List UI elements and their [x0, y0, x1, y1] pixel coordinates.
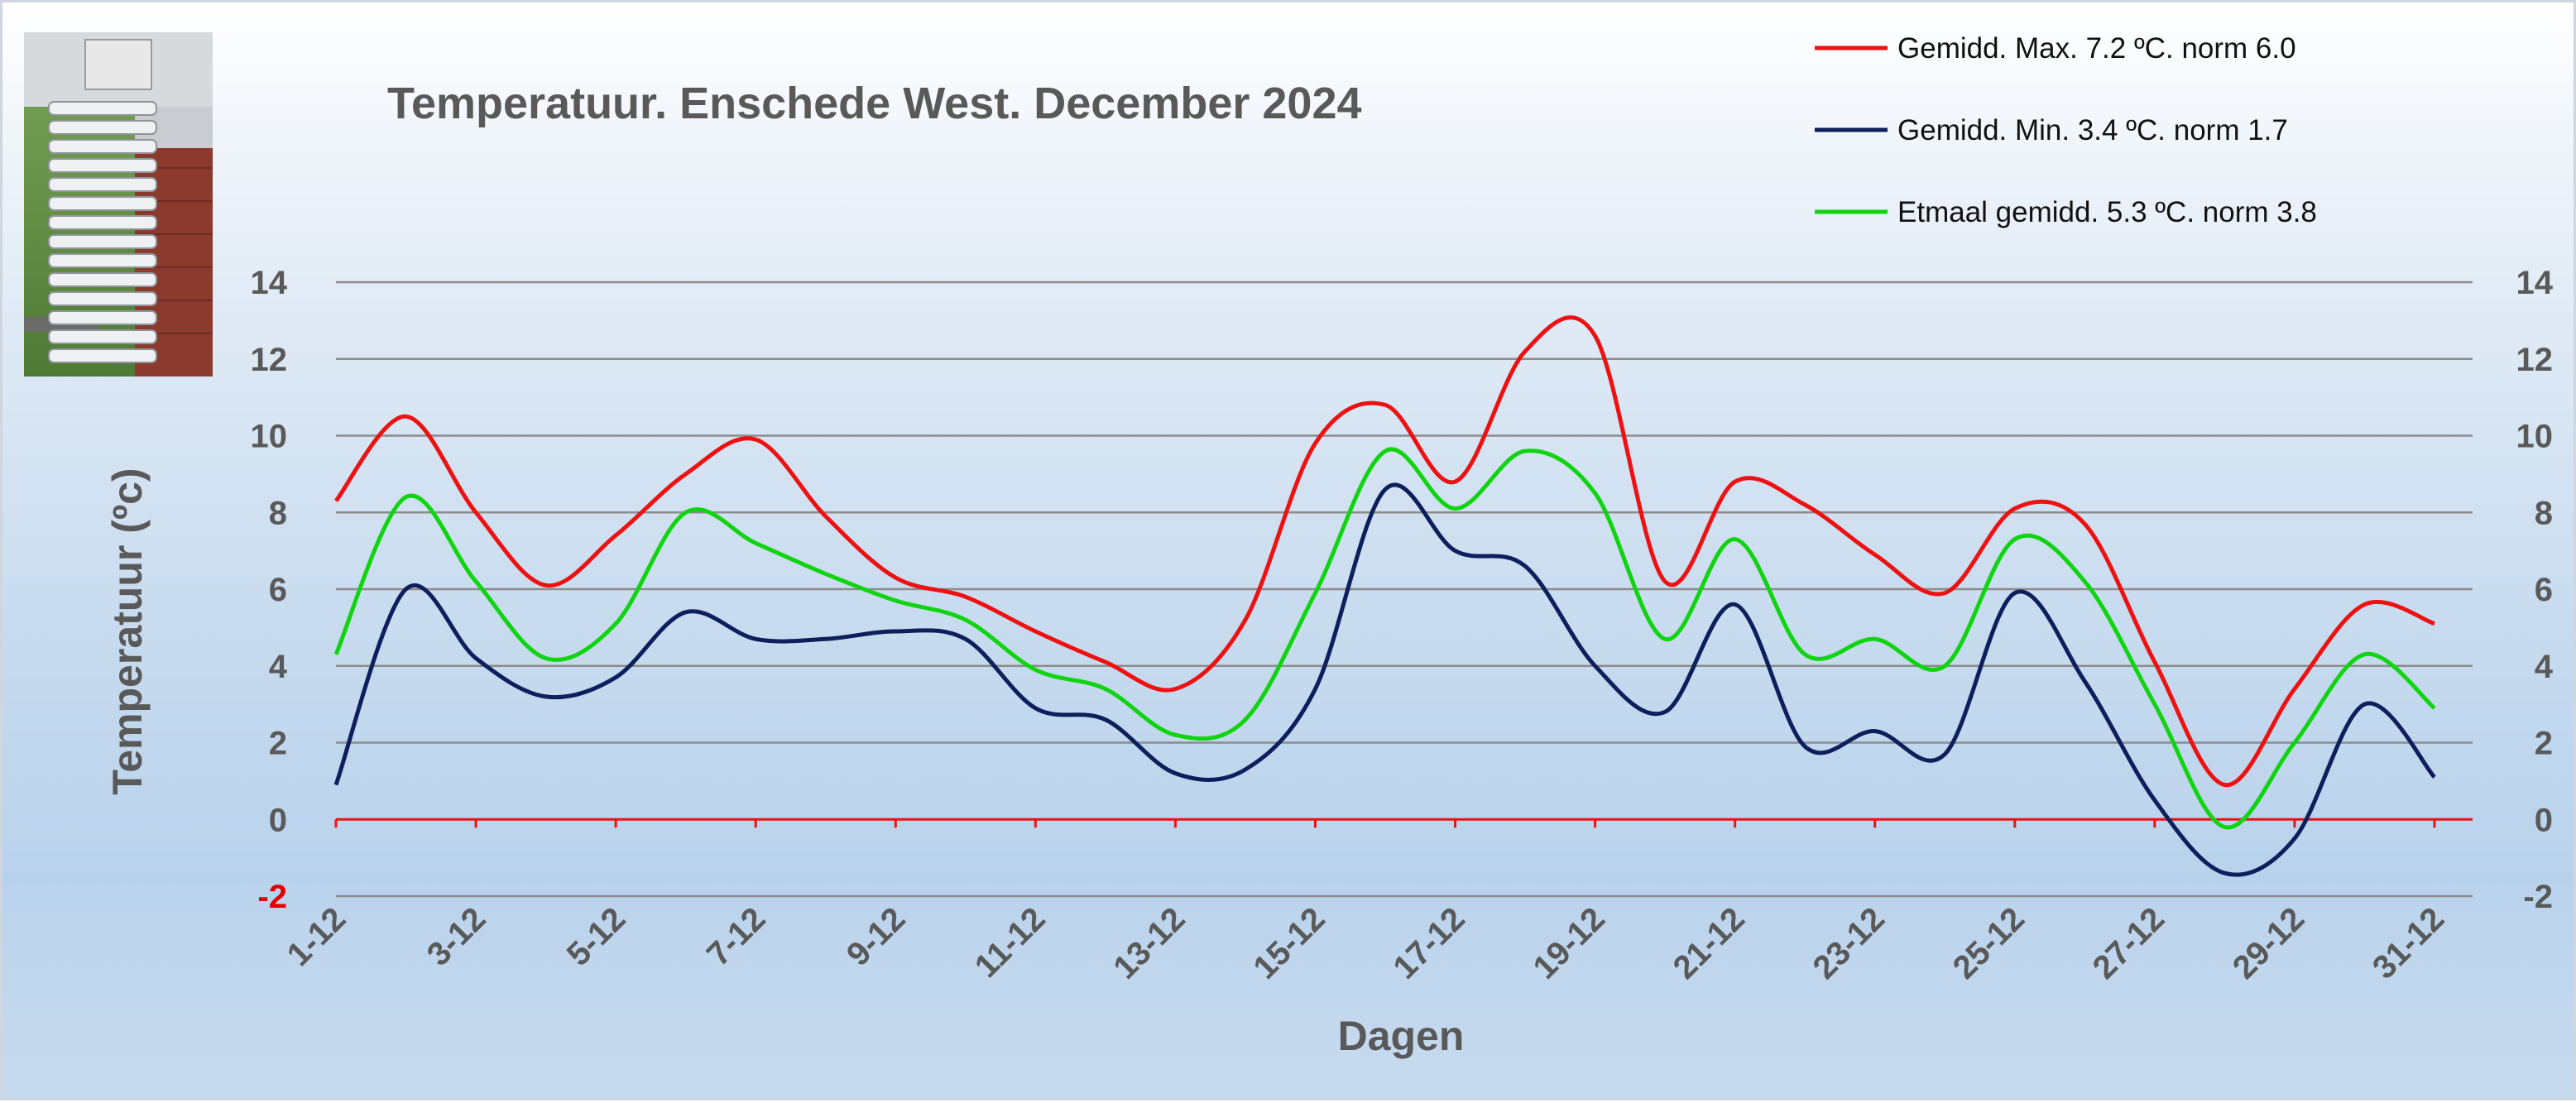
y-tick-label-left: 0: [269, 802, 287, 838]
y-tick-label-right: 14: [2516, 265, 2554, 301]
x-tick-label: 17-12: [1386, 900, 1471, 986]
series-line-min: [333, 482, 2436, 877]
y-tick-label-left: 12: [251, 342, 288, 378]
weather-station-screen-photo: [24, 32, 213, 376]
y-tick-label-left: 14: [251, 265, 288, 301]
x-tick-label: 13-12: [1106, 900, 1192, 986]
legend-label-min: Gemidd. Min. 3.4 ºC. norm 1.7: [1897, 114, 2288, 146]
y-tick-label-right: 6: [2535, 572, 2553, 608]
x-axis-label: Dagen: [1338, 1013, 1465, 1059]
y-tick-label-left: 4: [269, 649, 288, 685]
legend-label-avg: Etmaal gemidd. 5.3 ºC. norm 3.8: [1897, 196, 2317, 228]
y-tick-label-right: 2: [2535, 726, 2553, 762]
y-tick-label-right: 4: [2535, 649, 2554, 685]
x-tick-label: 31-12: [2366, 900, 2451, 986]
x-tick-label: 5-12: [560, 900, 633, 973]
series-line-max: [334, 315, 2435, 788]
x-tick-label: 21-12: [1667, 900, 1752, 986]
y-tick-label-right: 8: [2535, 495, 2553, 531]
x-tick-label: 9-12: [840, 900, 913, 973]
y-tick-label-right: 0: [2535, 802, 2553, 838]
grid-lines: [334, 281, 2473, 898]
y-tick-label-left: -2: [257, 879, 287, 915]
y-axis-label: Temperatuur (ºc): [104, 468, 151, 794]
x-tick-label: 1-12: [281, 900, 353, 973]
legend-label-max: Gemidd. Max. 7.2 ºC. norm 6.0: [1897, 32, 2296, 65]
x-tick-label: 11-12: [968, 900, 1053, 985]
x-axis-ticks: 1-12 3-12 5-12 7-12 9-12 11-12 13-12 15-12 17-12…: [281, 900, 2452, 986]
y-tick-label-left: 2: [269, 726, 287, 762]
x-tick-label: 3-12: [420, 900, 493, 973]
x-tick-label: 23-12: [1806, 900, 1892, 986]
x-tick-label: 19-12: [1527, 900, 1612, 986]
y-tick-label-right: 12: [2516, 342, 2554, 378]
x-tick-label: 15-12: [1246, 900, 1331, 986]
y-tick-label-left: 6: [269, 572, 287, 608]
x-tick-label: 27-12: [2086, 900, 2171, 986]
series-lines: [333, 315, 2436, 877]
x-tick-label: 29-12: [2226, 900, 2311, 986]
y-axis-left-ticks: 14 12 10 8 6 4 2 0 -2: [251, 265, 288, 915]
y-axis-right-ticks: 14 12 10 8 6 4 2 0 -2: [2516, 265, 2554, 915]
chart-title: Temperatuur. Enschede West. December 202…: [387, 79, 1362, 128]
x-tick-label: 25-12: [1946, 900, 2032, 986]
y-tick-label-right: -2: [2523, 879, 2553, 915]
x-tick-label: 7-12: [700, 900, 773, 973]
y-tick-label-right: 10: [2516, 419, 2554, 455]
legend: Gemidd. Max. 7.2 ºC. norm 6.0 Gemidd. Min…: [1815, 32, 2317, 228]
series-line-avg: [333, 447, 2436, 830]
y-tick-label-left: 10: [251, 419, 288, 455]
y-tick-label-left: 8: [269, 495, 287, 531]
